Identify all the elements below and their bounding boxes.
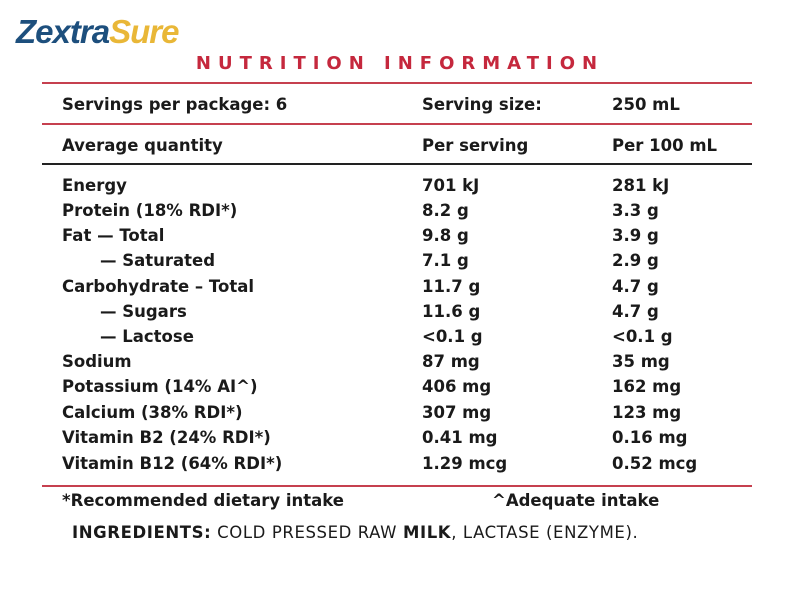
nutrient-per-serving: 1.29 mcg <box>422 454 508 473</box>
nutrient-per-100: 4.7 g <box>612 277 659 296</box>
nutrient-name: Fat — Total <box>62 226 165 245</box>
divider-servings <box>42 123 752 125</box>
nutrient-name: — Sugars <box>100 302 187 321</box>
nutrient-per-100: <0.1 g <box>612 327 673 346</box>
nutrient-per-serving: 87 mg <box>422 352 480 371</box>
header-quantity: Average quantity <box>62 136 223 155</box>
nutrient-per-100: 35 mg <box>612 352 670 371</box>
brand-logo-part1: Zextra <box>16 13 110 50</box>
ingredients-line: INGREDIENTS: COLD PRESSED RAW MILK, LACT… <box>72 522 638 544</box>
brand-logo-part2: Sure <box>109 13 179 50</box>
divider-bottom <box>42 485 752 487</box>
ingredients-text-end: , LACTASE (ENZYME). <box>451 523 639 542</box>
nutrient-name: Carbohydrate – Total <box>62 277 255 296</box>
nutrient-name: Vitamin B12 (64% RDI*) <box>62 454 283 473</box>
nutrient-per-100: 123 mg <box>612 403 682 422</box>
nutrient-per-serving: 307 mg <box>422 403 492 422</box>
brand-logo: ZextraSure <box>16 12 179 52</box>
nutrient-per-100: 0.16 mg <box>612 428 688 447</box>
nutrient-per-100: 3.3 g <box>612 201 659 220</box>
nutrient-name: Sodium <box>62 352 132 371</box>
nutrient-per-100: 4.7 g <box>612 302 659 321</box>
nutrient-per-serving: 11.7 g <box>422 277 481 296</box>
panel-title: NUTRITION INFORMATION <box>195 53 605 74</box>
header-per-100: Per 100 mL <box>612 136 718 155</box>
nutrient-per-serving: 701 kJ <box>422 176 480 195</box>
nutrient-name: Protein (18% RDI*) <box>62 201 238 220</box>
footnote-ai: ^Adequate intake <box>492 491 660 510</box>
nutrient-per-100: 162 mg <box>612 377 682 396</box>
divider-header <box>42 163 752 165</box>
header-per-serving: Per serving <box>422 136 529 155</box>
serving-size-value: 250 mL <box>612 95 680 114</box>
nutrient-per-serving: 9.8 g <box>422 226 469 245</box>
nutrient-per-serving: 11.6 g <box>422 302 481 321</box>
nutrient-per-serving: 8.2 g <box>422 201 469 220</box>
nutrient-per-serving: 406 mg <box>422 377 492 396</box>
servings-per-package: Servings per package: 6 <box>62 95 288 114</box>
nutrient-name: Vitamin B2 (24% RDI*) <box>62 428 271 447</box>
ingredients-text: COLD PRESSED RAW <box>211 523 403 542</box>
nutrient-name: — Saturated <box>100 251 216 270</box>
nutrient-name: Potassium (14% AI^) <box>62 377 258 396</box>
ingredients-milk: MILK <box>402 523 452 542</box>
nutrient-per-100: 2.9 g <box>612 251 659 270</box>
nutrient-per-100: 0.52 mcg <box>612 454 698 473</box>
nutrient-per-100: 3.9 g <box>612 226 659 245</box>
nutrient-per-100: 281 kJ <box>612 176 670 195</box>
nutrient-name: Energy <box>62 176 127 195</box>
nutrient-name: — Lactose <box>100 327 194 346</box>
footnote-rdi: *Recommended dietary intake <box>62 491 344 510</box>
nutrient-per-serving: <0.1 g <box>422 327 483 346</box>
divider-top <box>42 82 752 84</box>
nutrient-name: Calcium (38% RDI*) <box>62 403 243 422</box>
nutrient-per-serving: 0.41 mg <box>422 428 498 447</box>
serving-size-label: Serving size: <box>422 95 542 114</box>
nutrient-per-serving: 7.1 g <box>422 251 469 270</box>
ingredients-label: INGREDIENTS: <box>72 523 212 542</box>
